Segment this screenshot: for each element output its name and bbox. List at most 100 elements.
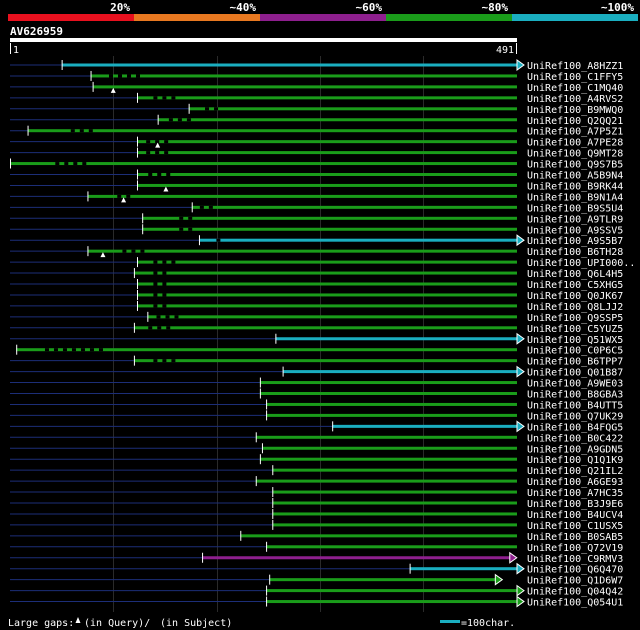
subject-gap-dash	[73, 162, 78, 166]
hit-bar	[275, 337, 517, 341]
hit-label: UniRef100_A5B9N4	[527, 171, 623, 182]
identity-scale-label: ~80%	[482, 1, 509, 14]
hit-bar	[255, 479, 517, 483]
subject-gap-dash	[153, 304, 158, 308]
hit-bar	[90, 74, 517, 78]
hit-end-arrow	[516, 365, 525, 378]
identity-scale-segment	[134, 14, 260, 21]
hit-label: UniRef100_Q6L4H5	[527, 269, 623, 280]
subject-gap-dash	[205, 107, 210, 111]
hit-bar	[266, 600, 517, 604]
subject-gap-dash	[208, 205, 213, 209]
hit-label: UniRef100_Q01B87	[527, 368, 623, 379]
hit-bar	[137, 151, 517, 155]
hit-row: UniRef100_B8GBA3	[10, 388, 623, 401]
subject-gap-dash	[117, 74, 122, 78]
hit-row: UniRef100_Q21IL2	[10, 465, 623, 477]
subject-gap-dash	[71, 348, 76, 352]
subject-gap-dash	[155, 151, 160, 155]
hit-label: UniRef100_B6TPP7	[527, 357, 623, 368]
hit-row: UniRef100_A4RVS2	[10, 92, 623, 105]
hit-row: UniRef100_Q9MT28	[10, 147, 623, 160]
hit-end-arrow	[516, 584, 525, 597]
subject-gap-dash	[216, 238, 221, 242]
hit-bar	[133, 359, 517, 363]
hit-row: UniRef100_Q0JK67	[10, 289, 623, 302]
hit-bar	[282, 370, 517, 374]
subject-gap-dash	[174, 315, 179, 319]
hit-row: UniRef100_Q2QQ21	[10, 114, 623, 127]
subject-gap-legend-text: (in Subject)	[160, 618, 232, 629]
hit-bar	[259, 381, 517, 385]
hit-bar	[137, 140, 517, 144]
hit-label: UniRef100_B0C422	[527, 433, 623, 444]
subject-gap-dash	[70, 129, 75, 133]
hit-row: UniRef100_Q7UK29	[10, 410, 623, 422]
hit-label: UniRef100_B4FQG5	[527, 422, 623, 433]
subject-gap-dash	[168, 118, 173, 122]
subject-gap-dash	[177, 118, 182, 122]
query-gap-triangle	[155, 142, 161, 148]
identity-scale-label: 20%	[110, 1, 130, 14]
subject-gap-dash	[126, 194, 131, 198]
hit-bar	[10, 162, 517, 166]
subject-gap-dash	[79, 129, 84, 133]
hit-bar	[266, 402, 517, 406]
hit-bar	[87, 249, 517, 253]
subject-gap-dash	[153, 282, 158, 286]
hit-row: UniRef100_Q6L4H5	[10, 268, 623, 280]
subject-gap-dash	[62, 348, 67, 352]
subject-gap-dash	[166, 173, 171, 176]
hit-label: UniRef100_Q8LJJ2	[527, 302, 623, 313]
identity-scale-segment	[8, 14, 134, 21]
subject-gap-dash	[162, 304, 167, 308]
hit-label: UniRef100_C5YUZ5	[527, 324, 623, 335]
subject-gap-dash	[108, 74, 113, 78]
hit-bar	[266, 589, 517, 593]
hit-label: UniRef100_Q0JK67	[527, 291, 623, 302]
hit-end-arrow	[516, 595, 525, 608]
subject-gap-dash	[162, 96, 167, 100]
hit-row: UniRef100_A9SSV5	[10, 224, 623, 236]
hit-bar	[27, 129, 517, 133]
hit-label: UniRef100_B4UCV4	[527, 510, 623, 521]
subject-gap-dash	[164, 151, 169, 155]
hit-row: UniRef100_UPI000..	[10, 257, 635, 269]
hit-row: UniRef100_A8HZZ1	[10, 59, 623, 72]
subject-gap-dash	[166, 326, 171, 330]
hit-bar	[87, 194, 517, 198]
hit-bar	[157, 118, 517, 122]
hit-label: UniRef100_Q9SSP5	[527, 313, 623, 324]
hit-row: UniRef100_C0P6C5	[16, 344, 623, 357]
hit-end-arrow	[516, 234, 525, 247]
subject-gap-dash	[153, 271, 158, 275]
hit-row: UniRef100_C5XHG5	[10, 279, 623, 291]
hit-label: UniRef100_Q72V19	[527, 543, 623, 554]
subject-gap-dash	[162, 282, 167, 286]
subject-gap-dash	[179, 227, 184, 231]
subject-gap-dash	[148, 173, 153, 176]
hit-label: UniRef100_B8GBA3	[527, 390, 623, 401]
subject-gap-dash	[146, 140, 151, 144]
hit-row: UniRef100_B0C422	[10, 432, 623, 444]
hit-label: UniRef100_C9RMV3	[527, 554, 623, 565]
hit-bar	[272, 501, 517, 505]
subject-gap-dash	[140, 249, 145, 253]
hit-bar	[266, 413, 517, 417]
hit-bar	[137, 183, 517, 187]
hit-end-arrow	[516, 420, 525, 433]
query-gap-triangle	[100, 252, 106, 258]
hit-label: UniRef100_A6GE93	[527, 477, 623, 488]
hit-bar	[133, 326, 517, 330]
subject-gap-dash	[80, 348, 85, 352]
hit-row: UniRef100_B4FQG5	[10, 420, 623, 433]
hit-row: UniRef100_Q8LJJ2	[10, 300, 623, 313]
hit-bar	[272, 523, 517, 527]
hit-row: UniRef100_Q51WX5	[10, 332, 623, 346]
hit-row: UniRef100_Q72V19	[10, 541, 623, 554]
subject-gap-dash	[171, 260, 176, 264]
hit-bar	[240, 534, 518, 538]
hit-label: UniRef100_C5XHG5	[527, 280, 623, 291]
hit-label: UniRef100_A9SSV5	[527, 225, 623, 236]
subject-gap-dash	[53, 348, 58, 352]
